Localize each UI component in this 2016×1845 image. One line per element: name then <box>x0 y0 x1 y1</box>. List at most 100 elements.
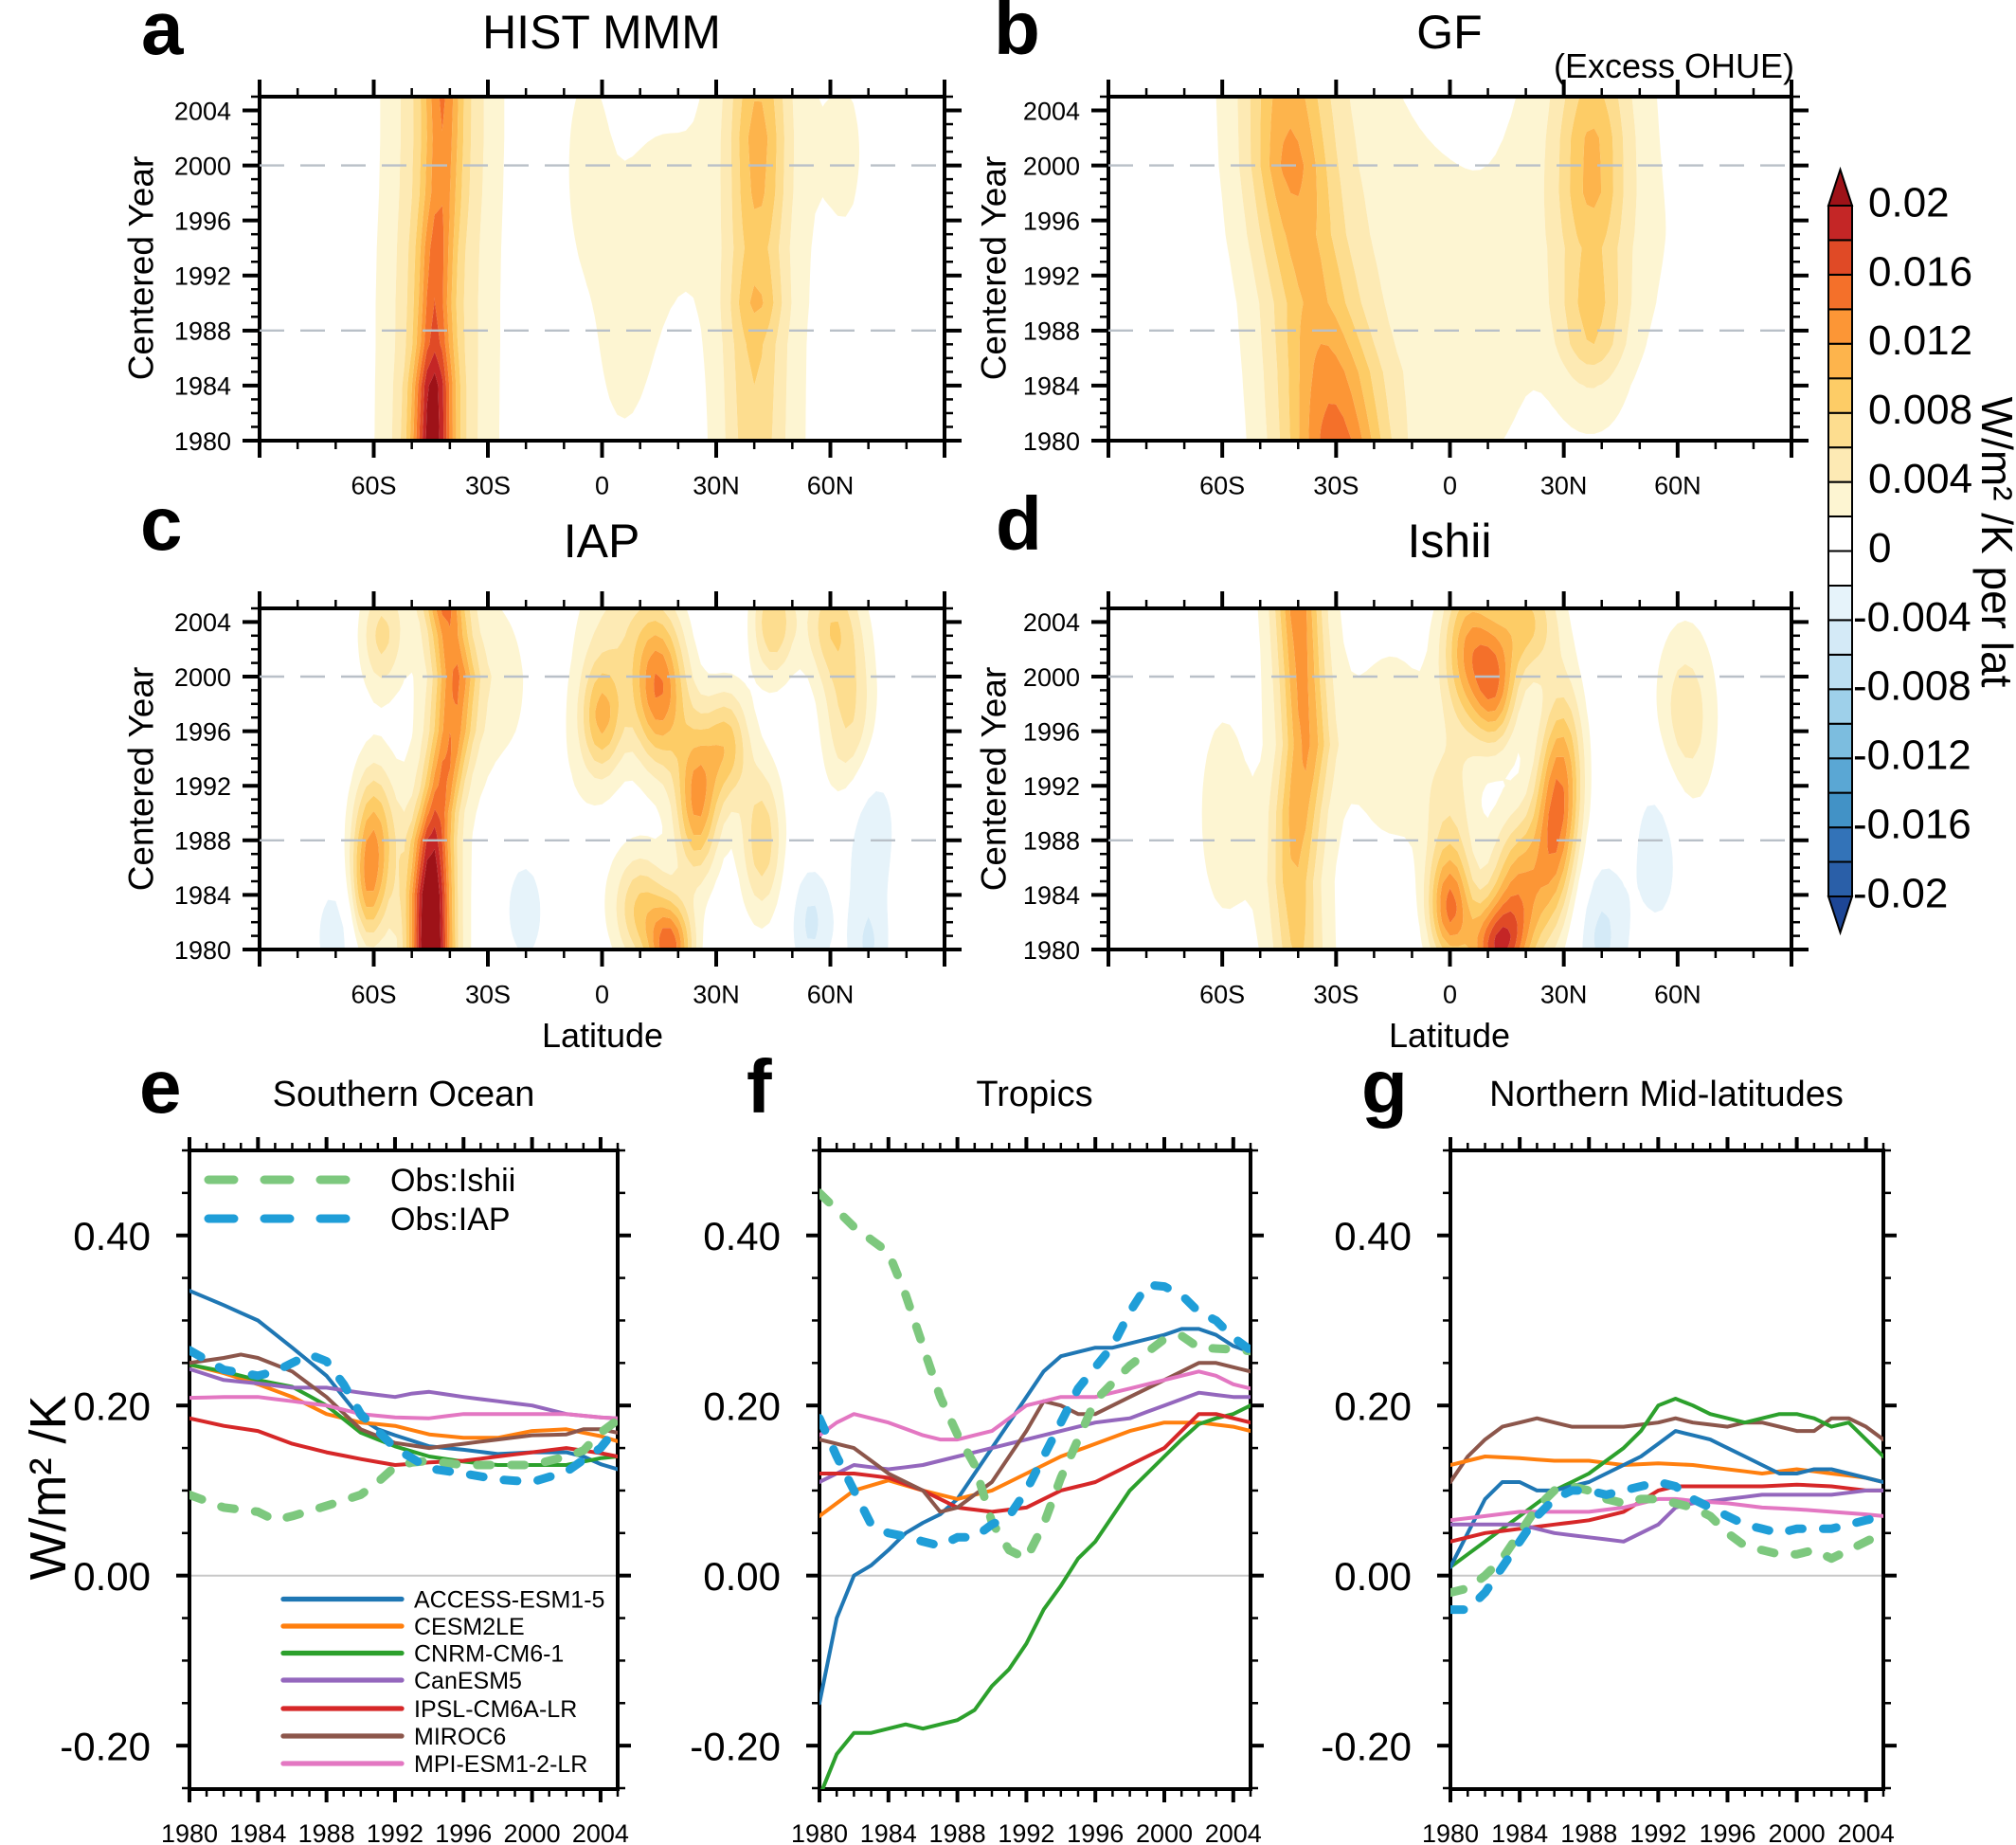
svg-text:IPSL-CM6A-LR: IPSL-CM6A-LR <box>414 1696 577 1723</box>
svg-text:-0.016: -0.016 <box>1853 801 1971 847</box>
svg-text:1988: 1988 <box>1023 317 1080 346</box>
svg-text:1992: 1992 <box>1629 1819 1686 1845</box>
svg-text:Tropics: Tropics <box>976 1075 1092 1114</box>
svg-text:d: d <box>996 481 1042 566</box>
svg-text:30N: 30N <box>693 472 740 500</box>
svg-text:ACCESS-ESM1-5: ACCESS-ESM1-5 <box>414 1587 604 1614</box>
svg-text:1984: 1984 <box>1023 372 1080 401</box>
svg-text:IAP: IAP <box>564 515 640 568</box>
svg-text:2000: 2000 <box>174 152 231 180</box>
svg-text:2000: 2000 <box>1023 663 1080 692</box>
svg-text:Latitude: Latitude <box>542 1016 663 1055</box>
svg-text:1992: 1992 <box>1023 772 1080 801</box>
svg-text:Centered Year: Centered Year <box>122 667 161 892</box>
svg-text:Centered Year: Centered Year <box>975 667 1014 892</box>
svg-text:0.012: 0.012 <box>1868 317 1972 364</box>
svg-text:-0.012: -0.012 <box>1853 733 1971 779</box>
svg-text:0.02: 0.02 <box>1868 179 1950 226</box>
svg-text:1980: 1980 <box>791 1819 848 1845</box>
svg-text:0.40: 0.40 <box>73 1214 151 1258</box>
svg-text:g: g <box>1361 1044 1408 1129</box>
svg-text:2004: 2004 <box>1023 608 1080 637</box>
svg-text:CNRM-CM6-1: CNRM-CM6-1 <box>414 1641 564 1668</box>
svg-text:1984: 1984 <box>174 881 231 910</box>
svg-text:1984: 1984 <box>1491 1819 1548 1845</box>
svg-text:30S: 30S <box>1313 981 1359 1009</box>
svg-text:1980: 1980 <box>161 1819 218 1845</box>
svg-text:e: e <box>139 1044 182 1129</box>
svg-text:1988: 1988 <box>174 827 231 856</box>
svg-text:HIST MMM: HIST MMM <box>482 6 721 59</box>
svg-text:1984: 1984 <box>229 1819 286 1845</box>
svg-text:30N: 30N <box>1540 472 1588 500</box>
svg-text:Northern Mid-latitudes: Northern Mid-latitudes <box>1489 1075 1844 1114</box>
svg-text:2004: 2004 <box>174 608 231 637</box>
svg-text:a: a <box>141 0 184 70</box>
svg-text:1980: 1980 <box>174 427 231 456</box>
svg-text:0: 0 <box>1868 525 1891 571</box>
svg-text:60S: 60S <box>351 981 396 1009</box>
svg-text:60N: 60N <box>807 472 855 500</box>
svg-text:2000: 2000 <box>1769 1819 1826 1845</box>
svg-text:2004: 2004 <box>572 1819 629 1845</box>
svg-text:1988: 1988 <box>1560 1819 1617 1845</box>
svg-text:2004: 2004 <box>1023 97 1080 125</box>
svg-text:60N: 60N <box>1654 472 1701 500</box>
svg-text:1988: 1988 <box>174 317 231 346</box>
svg-text:-0.20: -0.20 <box>60 1724 151 1768</box>
svg-text:60N: 60N <box>1654 981 1701 1009</box>
svg-text:-0.20: -0.20 <box>690 1724 781 1768</box>
svg-text:1996: 1996 <box>1067 1819 1124 1845</box>
svg-text:-0.20: -0.20 <box>1321 1724 1412 1768</box>
svg-text:30N: 30N <box>693 981 740 1009</box>
svg-text:1984: 1984 <box>174 372 231 401</box>
svg-text:1996: 1996 <box>174 207 231 235</box>
svg-text:0.40: 0.40 <box>703 1214 781 1258</box>
svg-text:2000: 2000 <box>1136 1819 1193 1845</box>
svg-text:Centered Year: Centered Year <box>975 156 1014 381</box>
svg-text:Ishii: Ishii <box>1408 515 1492 568</box>
svg-text:0: 0 <box>1443 472 1457 500</box>
svg-text:2000: 2000 <box>1023 152 1080 180</box>
svg-text:0.016: 0.016 <box>1868 248 1972 295</box>
svg-text:0: 0 <box>1443 981 1457 1009</box>
svg-text:1992: 1992 <box>1023 262 1080 291</box>
svg-text:0.40: 0.40 <box>1334 1214 1412 1258</box>
svg-text:1980: 1980 <box>1023 427 1080 456</box>
svg-text:0: 0 <box>595 981 609 1009</box>
svg-text:30S: 30S <box>1313 472 1359 500</box>
svg-text:Latitude: Latitude <box>1389 1016 1510 1055</box>
svg-text:0.00: 0.00 <box>703 1554 781 1599</box>
svg-text:0.20: 0.20 <box>703 1384 781 1428</box>
svg-text:0: 0 <box>595 472 609 500</box>
svg-text:0.00: 0.00 <box>1334 1554 1412 1599</box>
svg-text:1996: 1996 <box>174 717 231 746</box>
svg-text:Centered Year: Centered Year <box>122 156 161 381</box>
svg-text:60S: 60S <box>351 472 396 500</box>
svg-text:-0.008: -0.008 <box>1853 663 1971 710</box>
svg-text:W/m² /K per lat: W/m² /K per lat <box>1972 397 2016 688</box>
svg-text:1992: 1992 <box>998 1819 1054 1845</box>
svg-text:60S: 60S <box>1199 472 1245 500</box>
svg-text:1996: 1996 <box>1023 717 1080 746</box>
svg-text:1988: 1988 <box>929 1819 986 1845</box>
svg-text:30N: 30N <box>1540 981 1588 1009</box>
svg-text:0.00: 0.00 <box>73 1554 151 1599</box>
svg-text:1984: 1984 <box>860 1819 917 1845</box>
svg-text:Obs:Ishii: Obs:Ishii <box>390 1163 515 1199</box>
svg-text:2004: 2004 <box>174 97 231 125</box>
svg-text:2000: 2000 <box>174 663 231 692</box>
svg-text:(Excess OHUE): (Excess OHUE) <box>1554 46 1794 85</box>
svg-text:1996: 1996 <box>435 1819 492 1845</box>
svg-text:1980: 1980 <box>1023 936 1080 965</box>
svg-text:0.004: 0.004 <box>1868 456 1972 502</box>
svg-text:2004: 2004 <box>1838 1819 1895 1845</box>
svg-text:GF: GF <box>1416 6 1482 59</box>
svg-text:2000: 2000 <box>504 1819 561 1845</box>
svg-text:1992: 1992 <box>174 262 231 291</box>
svg-text:c: c <box>140 481 183 566</box>
svg-text:-0.02: -0.02 <box>1853 870 1948 916</box>
svg-text:f: f <box>747 1044 772 1129</box>
svg-text:1996: 1996 <box>1699 1819 1755 1845</box>
svg-text:1992: 1992 <box>174 772 231 801</box>
